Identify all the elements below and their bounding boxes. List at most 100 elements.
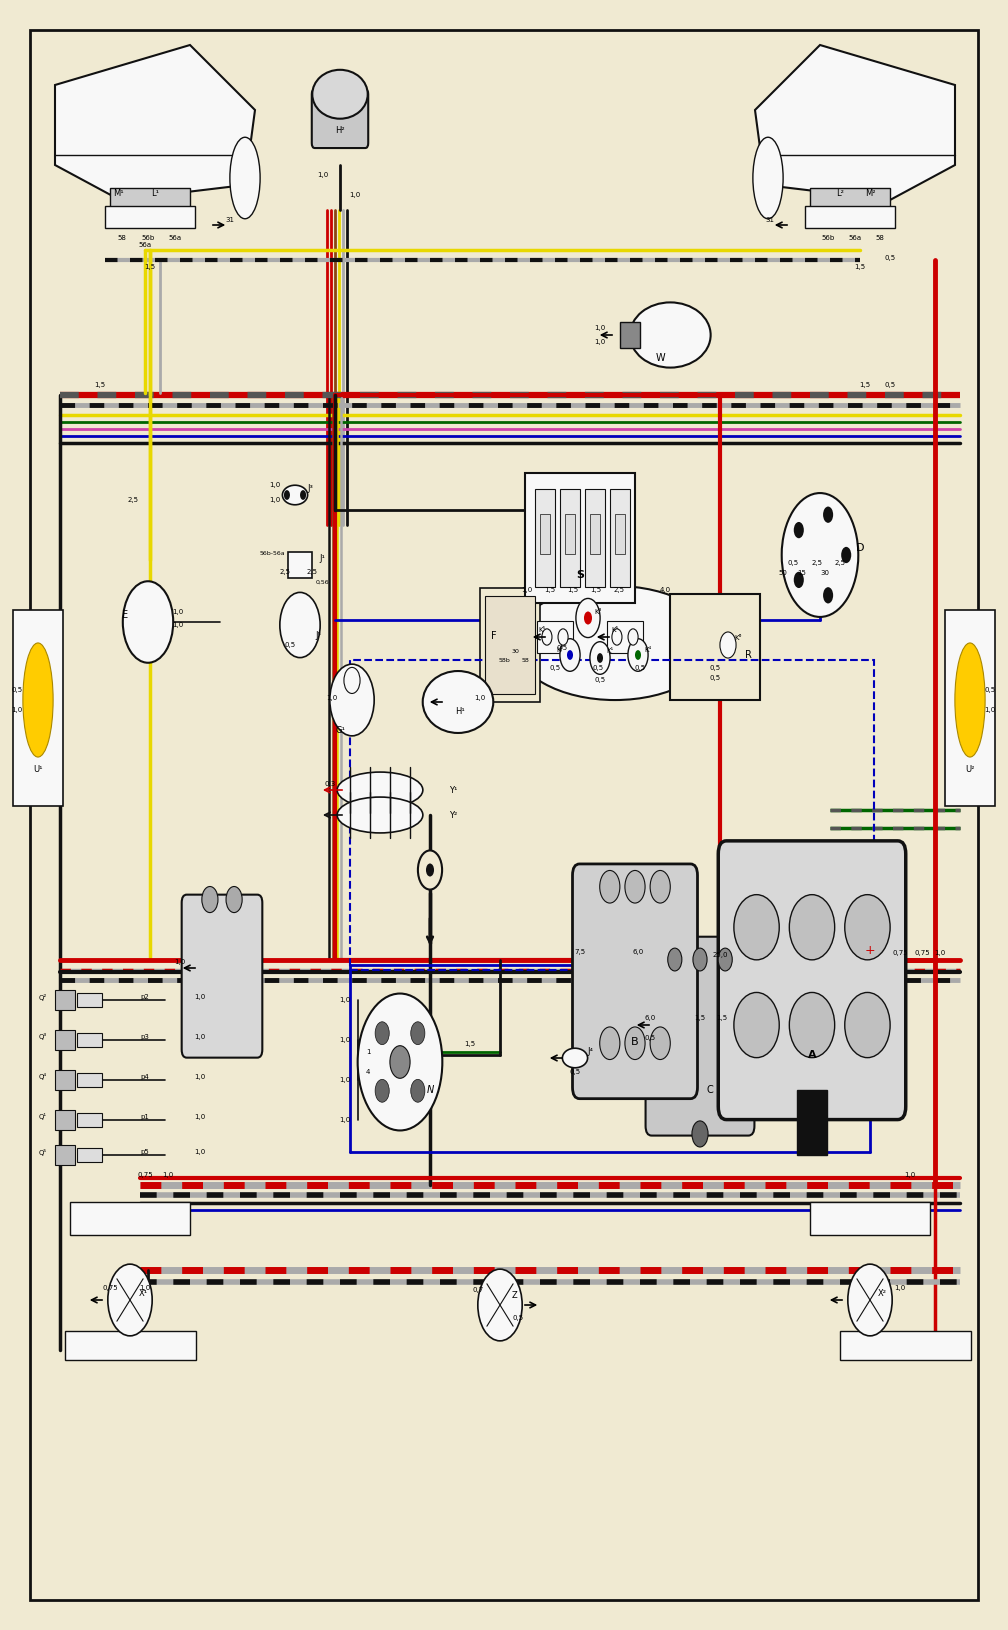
Text: 0,5: 0,5 xyxy=(11,686,22,693)
Text: 1,0: 1,0 xyxy=(269,482,280,487)
Text: 0,5: 0,5 xyxy=(644,1035,655,1042)
Text: M²: M² xyxy=(865,189,875,197)
Circle shape xyxy=(793,522,803,538)
Text: 58: 58 xyxy=(876,235,884,241)
Text: 1,0: 1,0 xyxy=(904,1172,915,1178)
Bar xyxy=(77,993,102,1006)
Bar xyxy=(65,1330,196,1359)
Bar xyxy=(77,1074,102,1087)
Ellipse shape xyxy=(562,1048,588,1068)
Text: 6,0: 6,0 xyxy=(644,1015,655,1020)
Bar xyxy=(336,704,368,724)
Ellipse shape xyxy=(23,642,53,756)
Circle shape xyxy=(123,582,173,663)
Ellipse shape xyxy=(845,895,890,960)
Text: 0,56: 0,56 xyxy=(316,580,329,585)
Text: 2,5: 2,5 xyxy=(811,561,823,566)
Circle shape xyxy=(597,654,603,663)
Text: 0,5: 0,5 xyxy=(884,381,895,388)
Text: K⁵: K⁵ xyxy=(538,628,545,632)
Text: 0,75: 0,75 xyxy=(892,950,908,957)
Text: U¹: U¹ xyxy=(33,766,42,774)
Text: 1,0: 1,0 xyxy=(340,1077,351,1082)
Bar xyxy=(539,513,549,554)
Text: 1,0: 1,0 xyxy=(269,497,280,504)
Text: 31: 31 xyxy=(765,217,774,223)
Text: Y²: Y² xyxy=(449,810,457,820)
Bar xyxy=(607,621,643,654)
Bar xyxy=(534,489,554,587)
Text: K⁶: K⁶ xyxy=(734,636,742,641)
Text: J⁵: J⁵ xyxy=(316,631,321,639)
Text: 1,5: 1,5 xyxy=(465,1042,476,1046)
Bar xyxy=(590,513,600,554)
Ellipse shape xyxy=(312,70,368,119)
Bar xyxy=(105,205,195,228)
Circle shape xyxy=(280,592,321,657)
Text: 0,5: 0,5 xyxy=(593,665,604,672)
Circle shape xyxy=(566,650,573,660)
Bar xyxy=(537,621,574,654)
Circle shape xyxy=(559,639,580,672)
Text: 0,5: 0,5 xyxy=(985,686,996,693)
Circle shape xyxy=(692,949,707,971)
Circle shape xyxy=(390,1046,410,1079)
Text: 31: 31 xyxy=(226,217,235,223)
Text: 1,5: 1,5 xyxy=(695,1015,706,1020)
Text: J¹: J¹ xyxy=(320,554,325,562)
Bar xyxy=(480,588,540,703)
Bar xyxy=(610,489,630,587)
Text: Y¹: Y¹ xyxy=(449,786,458,794)
Bar xyxy=(620,323,640,349)
Text: X¹: X¹ xyxy=(138,1288,147,1297)
Circle shape xyxy=(375,1079,389,1102)
Text: 1,0: 1,0 xyxy=(521,587,532,593)
Ellipse shape xyxy=(230,137,260,218)
Text: 0,5: 0,5 xyxy=(710,675,721,681)
Text: Q³: Q³ xyxy=(39,1033,47,1040)
Text: Q²: Q² xyxy=(39,994,47,1001)
Text: 0,5: 0,5 xyxy=(634,665,645,672)
Circle shape xyxy=(418,851,443,890)
Text: 1,0: 1,0 xyxy=(340,998,351,1002)
Text: 2,5: 2,5 xyxy=(279,569,290,575)
Ellipse shape xyxy=(422,672,493,734)
Text: J⁴: J⁴ xyxy=(587,1048,593,1056)
Circle shape xyxy=(558,629,569,645)
Text: K⁴: K⁴ xyxy=(644,647,651,654)
FancyBboxPatch shape xyxy=(645,937,754,1136)
Bar xyxy=(55,1146,76,1165)
Bar xyxy=(70,1203,191,1236)
Ellipse shape xyxy=(282,486,307,505)
Ellipse shape xyxy=(734,895,779,960)
Text: N: N xyxy=(426,1086,433,1095)
Circle shape xyxy=(426,864,434,877)
Text: Z: Z xyxy=(512,1291,518,1299)
Circle shape xyxy=(358,994,443,1131)
Circle shape xyxy=(691,1121,708,1148)
Text: K²: K² xyxy=(556,647,563,654)
Text: p5: p5 xyxy=(141,1149,149,1156)
Ellipse shape xyxy=(845,993,890,1058)
Text: 0,5: 0,5 xyxy=(512,1315,523,1320)
Text: U²: U² xyxy=(966,766,975,774)
Text: 1,5: 1,5 xyxy=(95,381,106,388)
Text: K⁵: K⁵ xyxy=(612,628,619,632)
Text: 0,5: 0,5 xyxy=(710,665,721,672)
Circle shape xyxy=(226,887,242,913)
Text: 1,0: 1,0 xyxy=(475,694,486,701)
Bar xyxy=(809,1203,930,1236)
Circle shape xyxy=(411,1079,425,1102)
Circle shape xyxy=(576,598,600,637)
Bar xyxy=(615,513,625,554)
Circle shape xyxy=(584,611,592,624)
Bar xyxy=(77,1033,102,1046)
Text: S: S xyxy=(576,570,584,580)
Text: 0,75: 0,75 xyxy=(137,1172,153,1178)
Ellipse shape xyxy=(789,895,835,960)
Bar xyxy=(810,187,890,209)
Bar xyxy=(55,1110,76,1130)
Text: 1,0: 1,0 xyxy=(327,694,338,701)
Bar xyxy=(840,1330,971,1359)
Text: M¹: M¹ xyxy=(113,189,123,197)
